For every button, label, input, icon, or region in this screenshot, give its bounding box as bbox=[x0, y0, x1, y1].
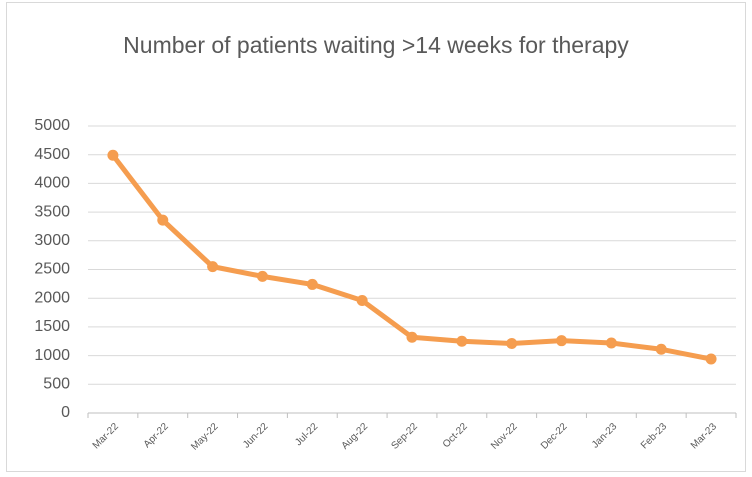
point bbox=[107, 149, 119, 161]
y-tick-label: 2000 bbox=[34, 289, 70, 306]
chart-title: Number of patients waiting >14 weeks for… bbox=[123, 32, 629, 58]
chart-frame bbox=[6, 2, 746, 472]
point bbox=[306, 278, 318, 290]
y-tick-label: 500 bbox=[43, 376, 70, 393]
y-tick-label: 3500 bbox=[34, 203, 70, 220]
x-tick-label: Dec-22 bbox=[539, 421, 570, 452]
y-tick-label: 1500 bbox=[34, 318, 70, 335]
x-tick-label: May-22 bbox=[189, 421, 221, 453]
x-tick-label: Jul-22 bbox=[293, 421, 320, 448]
x-tick-label: Aug-22 bbox=[340, 421, 371, 452]
x-tick-label: Mar-23 bbox=[689, 421, 719, 451]
point bbox=[556, 335, 568, 347]
x-tick-label: Jun-22 bbox=[241, 421, 271, 451]
point bbox=[207, 261, 219, 273]
point bbox=[705, 353, 717, 365]
y-tick-label: 5000 bbox=[34, 117, 70, 134]
point bbox=[157, 214, 169, 226]
point bbox=[256, 270, 268, 282]
point bbox=[406, 331, 418, 343]
x-tick-label: Nov-22 bbox=[489, 421, 520, 452]
series-line bbox=[110, 152, 714, 362]
point bbox=[356, 294, 368, 306]
y-tick-label: 1000 bbox=[34, 347, 70, 364]
point bbox=[655, 343, 667, 355]
point bbox=[605, 337, 617, 349]
x-tick-label: Sep-22 bbox=[389, 421, 420, 452]
y-tick-label: 4500 bbox=[34, 146, 70, 163]
x-tick-label: Mar-22 bbox=[91, 421, 121, 451]
point bbox=[456, 335, 468, 347]
y-tick-label: 2500 bbox=[34, 261, 70, 278]
y-tick-label: 4000 bbox=[34, 175, 70, 192]
y-tick-label: 3000 bbox=[34, 232, 70, 249]
y-tick-label: 0 bbox=[61, 404, 70, 421]
point bbox=[506, 338, 518, 350]
x-tick-label: Apr-22 bbox=[142, 421, 171, 450]
x-tick-label: Jan-23 bbox=[590, 421, 620, 451]
x-tick-label: Feb-23 bbox=[639, 421, 669, 451]
x-tick-label: Oct-22 bbox=[441, 421, 470, 450]
